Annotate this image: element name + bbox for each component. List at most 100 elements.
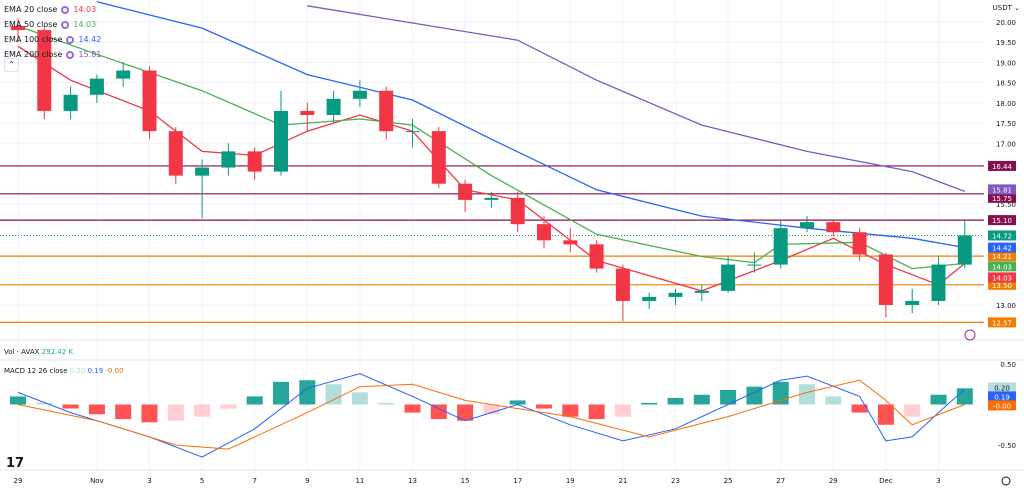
macd-histogram-bar <box>299 380 316 405</box>
macd-badge <box>988 400 1016 411</box>
settings-icon[interactable] <box>61 5 70 14</box>
settings-icon <box>1001 476 1011 486</box>
legend-ema100[interactable]: EMA 100 close 14.42 <box>4 32 101 47</box>
macd-histogram-bar <box>115 404 132 420</box>
price-tick-label: 15.50 <box>996 201 1016 209</box>
lightning-icon <box>964 329 976 341</box>
macd-histogram-bar <box>141 404 158 423</box>
macd-histogram-bar <box>772 381 789 405</box>
candle-body <box>116 70 131 79</box>
price-badge-label: 14.72 <box>992 232 1012 240</box>
price-badge-label: 15.10 <box>992 217 1012 225</box>
price-badge <box>988 215 1016 226</box>
time-tick-label: 29 <box>14 477 23 485</box>
macd-histogram-bar <box>825 396 842 405</box>
candle <box>747 252 762 273</box>
candle-body <box>852 232 867 255</box>
price-tick-label: 13.00 <box>996 302 1016 310</box>
currency-selector[interactable]: USDT ⌄ <box>992 4 1020 12</box>
candle-body <box>694 290 709 293</box>
settings-icon[interactable] <box>66 35 75 44</box>
price-badge-label: 14.03 <box>992 263 1012 271</box>
candle <box>221 143 236 176</box>
settings-icon[interactable] <box>66 50 75 59</box>
candle <box>615 264 630 322</box>
candle-body <box>431 131 446 184</box>
candle <box>589 240 604 273</box>
candle-body <box>721 264 736 291</box>
candle-body <box>300 110 315 115</box>
tradingview-logo[interactable]: 17 <box>6 456 25 471</box>
macd-histogram-bar <box>457 404 474 421</box>
indicator-legend: EMA 20 close 14.03 EMA 50 close 14.03 EMA … <box>4 2 101 62</box>
candle <box>931 256 946 306</box>
price-badge <box>988 272 1016 283</box>
legend-ema20[interactable]: EMA 20 close 14.03 <box>4 2 101 17</box>
time-tick-label: 25 <box>724 477 733 485</box>
macd-histogram-bar <box>746 386 763 405</box>
macd-histogram-bar <box>194 404 211 417</box>
candle-body <box>352 90 367 99</box>
candle <box>300 102 315 132</box>
candle-body <box>589 244 604 269</box>
time-tick-label: 23 <box>671 477 680 485</box>
macd-histogram-bar <box>167 404 184 421</box>
collapse-legend-button[interactable]: ⌃ <box>4 58 19 72</box>
macd-histogram-bar <box>877 404 894 425</box>
macd-histogram-bar <box>562 404 579 417</box>
candle-body <box>563 240 578 245</box>
legend-name: EMA 50 close <box>4 20 58 29</box>
legend-value: 14.03 <box>73 5 97 14</box>
macd-legend: MACD 12 26 close 0.20 0.19 -0.00 <box>4 367 124 375</box>
legend-ema200[interactable]: EMA 200 close 15.81 <box>4 47 101 62</box>
macd-histogram-bar <box>904 404 921 417</box>
macd-histogram-bar <box>273 381 289 405</box>
candle <box>352 80 367 107</box>
macd-label: MACD 12 26 close <box>4 367 68 375</box>
time-tick-label: 13 <box>408 477 417 485</box>
legend-ema50[interactable]: EMA 50 close 14.03 <box>4 17 101 32</box>
candle-body <box>878 254 893 306</box>
settings-icon[interactable] <box>61 20 70 29</box>
candle-body <box>800 222 814 229</box>
candle-body <box>826 222 841 233</box>
candle <box>484 191 499 208</box>
macd-histogram-bar <box>10 396 26 405</box>
candle <box>142 66 157 140</box>
legend-value: 14.42 <box>78 35 102 44</box>
price-badge <box>988 317 1016 328</box>
macd-line <box>17 373 966 458</box>
candle <box>537 216 551 249</box>
ema-line <box>17 25 965 270</box>
candle <box>11 17 25 43</box>
candle <box>800 216 814 233</box>
price-badge <box>988 251 1016 262</box>
candle <box>116 62 131 87</box>
candle <box>905 288 920 314</box>
candle-body <box>905 300 920 306</box>
price-tick-label: 17.50 <box>996 120 1016 128</box>
macd-badge <box>988 391 1016 402</box>
time-tick-label: Dec <box>879 477 893 485</box>
candle <box>326 90 341 124</box>
candle <box>458 179 473 213</box>
time-tick-label: 3 <box>147 477 151 485</box>
time-tick-label: 17 <box>513 477 522 485</box>
time-tick-label: 9 <box>305 477 309 485</box>
candle <box>957 220 972 269</box>
price-badge <box>988 192 1016 203</box>
macd-histogram-bar <box>351 392 368 405</box>
macd-histogram-bar <box>430 404 447 420</box>
macd-histogram-bar <box>36 402 53 405</box>
macd-badge <box>988 382 1016 393</box>
legend-value: 15.81 <box>78 50 102 59</box>
candle <box>510 191 525 233</box>
candle-body <box>247 151 262 172</box>
legend-name: EMA 100 close <box>4 35 63 44</box>
candle-body <box>11 26 25 31</box>
candle-body <box>274 110 288 172</box>
candle <box>37 26 52 120</box>
macd-histogram-bar <box>667 398 684 405</box>
candle <box>63 86 78 120</box>
